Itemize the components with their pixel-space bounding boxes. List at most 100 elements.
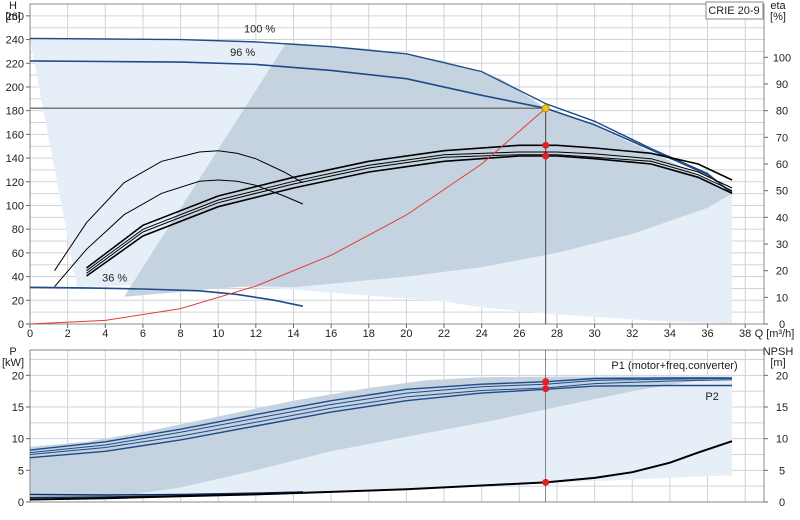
head-ytick-label-left: 40	[12, 272, 24, 284]
head-envelope-dark	[124, 43, 733, 297]
head-ytick-label-left: 260	[6, 11, 24, 23]
legend-p2: P2	[705, 391, 718, 403]
head-ytick-label-right: 100	[773, 52, 791, 64]
curve-label-36: 36 %	[102, 272, 127, 284]
head-ytick-label-left: 160	[6, 129, 24, 141]
head-xtick-label: 22	[438, 328, 450, 340]
head-xtick-label: 8	[178, 328, 184, 340]
series-head-36	[29, 286, 304, 307]
power-ytick-label-left: 15	[12, 402, 24, 414]
head-xtick-label: 34	[664, 328, 676, 340]
head-ytick-label-right: 80	[776, 106, 788, 118]
head-xtick-label: 38	[739, 328, 751, 340]
head-ytick-label-left: 80	[12, 224, 24, 236]
power-ylabel-left: [kW]	[2, 357, 24, 369]
head-xtick-label: 6	[140, 328, 146, 340]
power-ytick-label-left: 5	[18, 465, 24, 477]
power-ytick-label-right: 10	[776, 434, 788, 446]
head-ytick-label-left: 180	[6, 106, 24, 118]
head-xtick-label: 12	[250, 328, 262, 340]
head-ytick-label-left: 60	[12, 248, 24, 260]
head-xtick-label: 36	[701, 328, 713, 340]
series-p1	[29, 377, 732, 451]
power-ytick-label-right: 0	[779, 497, 785, 509]
model-label-text: CRIE 20-9	[708, 5, 759, 17]
head-ytick-label-right: 0	[779, 319, 785, 331]
head-ylabel-right: eta	[770, 0, 786, 12]
head-panel: 0204060801001201401601802002202402600102…	[5, 0, 794, 340]
head-ytick-label-left: 140	[6, 153, 24, 165]
head-xlabel: Q [m³/h]	[755, 328, 795, 340]
power-ytick-label-right: 5	[779, 465, 785, 477]
head-ytick-label-right: 10	[776, 292, 788, 304]
head-xtick-label: 32	[626, 328, 638, 340]
head-ylabel-right: [%]	[770, 11, 786, 23]
series-p-a	[29, 378, 733, 454]
power-ylabel-right: NPSH	[763, 346, 794, 358]
series-npsh	[29, 440, 733, 501]
series-eta-mid-b	[86, 154, 733, 274]
operating-point-eta-a	[542, 141, 550, 149]
series-p-b	[29, 379, 733, 455]
head-xtick-label: 0	[27, 328, 33, 340]
head-ylabel-left: H	[9, 0, 17, 12]
head-xtick-label: 24	[476, 328, 488, 340]
head-ytick-label-left: 0	[18, 319, 24, 331]
series-eta-inner	[54, 179, 304, 288]
head-ytick-label-left: 20	[12, 295, 24, 307]
power-ylabel-left: P	[9, 346, 16, 358]
power-ytick-label-right: 20	[776, 370, 788, 382]
power-ytick-label-right: 15	[776, 402, 788, 414]
power-panel: 0 5 10 15 20 0 5 10 15 20 P[kW] NPSH[m] P1 (motor+fr…	[2, 346, 793, 509]
series-eta-mid-a	[86, 151, 733, 272]
operating-point-p1	[542, 378, 550, 386]
head-xtick-label: 26	[513, 328, 525, 340]
head-ytick-label-left: 120	[6, 177, 24, 189]
curve-label-96: 96 %	[230, 47, 255, 59]
head-ytick-label-left: 240	[6, 35, 24, 47]
head-ytick-label-right: 50	[776, 186, 788, 198]
series-p2	[29, 384, 732, 459]
head-ytick-label-left: 100	[6, 200, 24, 212]
power-frame	[29, 349, 765, 503]
series-p-low-b	[29, 491, 303, 496]
head-ytick-label-right: 40	[776, 212, 788, 224]
head-xtick-label: 18	[363, 328, 375, 340]
operating-point-head	[541, 104, 550, 113]
power-ytick-label-left: 10	[12, 434, 24, 446]
series-eta-outer	[54, 150, 304, 271]
operating-point-p2	[542, 385, 550, 393]
head-xtick-label: 30	[588, 328, 600, 340]
series-eta-top	[86, 144, 733, 269]
head-ytick-label-right: 20	[776, 266, 788, 278]
head-ytick-label-right: 60	[776, 159, 788, 171]
power-envelope-dark	[30, 376, 732, 501]
operating-point-npsh	[542, 478, 550, 486]
curve-label-100: 100 %	[244, 23, 275, 35]
head-xtick-label: 14	[287, 328, 299, 340]
head-xtick-label: 2	[65, 328, 71, 340]
head-xtick-label: 16	[325, 328, 337, 340]
head-ytick-label-left: 200	[6, 82, 24, 94]
power-ytick-label-left: 20	[12, 370, 24, 382]
legend-p1: P1 (motor+freq.converter)	[611, 360, 737, 372]
head-ytick-label-left: 220	[6, 58, 24, 70]
power-ytick-label-left: 0	[18, 497, 24, 509]
head-xtick-label: 28	[551, 328, 563, 340]
series-head-100	[29, 37, 733, 195]
series-head-96	[29, 60, 733, 194]
series-system	[29, 107, 547, 325]
head-xtick-label: 10	[212, 328, 224, 340]
operating-point-eta-b	[542, 152, 550, 160]
power-ylabel-right: [m]	[770, 357, 785, 369]
head-ytick-label-right: 70	[776, 132, 788, 144]
head-ylabel-left: [m]	[5, 11, 20, 23]
model-label-box	[705, 1, 764, 20]
head-ytick-label-right: 30	[776, 239, 788, 251]
head-ytick-label-right: 90	[776, 79, 788, 91]
series-eta-main	[86, 155, 733, 277]
head-xtick-label: 20	[400, 328, 412, 340]
model-label: CRIE 20-9	[705, 1, 764, 20]
head-xtick-label: 4	[102, 328, 108, 340]
